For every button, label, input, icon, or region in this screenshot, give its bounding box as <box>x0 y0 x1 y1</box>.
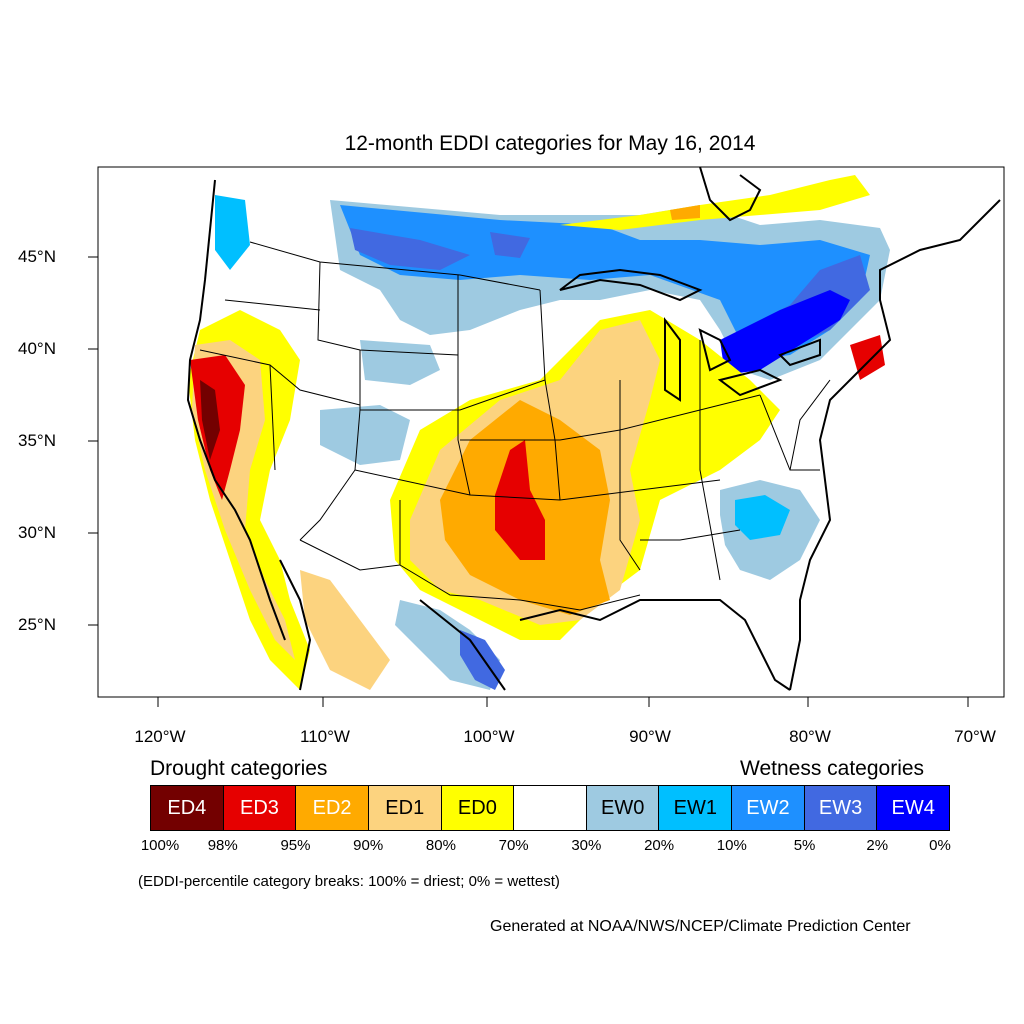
percentile-label: 5% <box>793 837 816 854</box>
wet-region-west <box>320 340 440 465</box>
wet-region-southeast-core <box>735 495 790 540</box>
lon-label-80w: 80°W <box>789 727 831 746</box>
drought-region-canada-ed1 <box>670 205 700 220</box>
legend-category-ed1: ED1 <box>368 786 442 830</box>
map-title: 12-month EDDI categories for May 16, 201… <box>344 132 756 155</box>
drought-categories-heading: Drought categories <box>150 757 328 780</box>
wetness-categories-heading: Wetness categories <box>740 757 925 780</box>
wet-region-north-deep <box>350 228 870 360</box>
lat-label-35n: 35°N <box>18 431 56 450</box>
lat-label-30n: 30°N <box>18 523 56 542</box>
percentile-label: 98% <box>207 837 238 854</box>
legend-category-ew2: EW2 <box>732 786 805 830</box>
legend-category-ed2: ED2 <box>296 786 369 830</box>
drought-region-canada <box>560 175 870 230</box>
percentile-label: 30% <box>571 837 602 854</box>
category-shading <box>188 175 890 690</box>
drought-region-mexico <box>300 570 390 690</box>
coastlines <box>186 167 1001 691</box>
lon-label-120w: 120°W <box>134 727 186 746</box>
legend-category-ew4: EW4 <box>877 786 950 830</box>
lat-label-45n: 45°N <box>18 247 56 266</box>
percentile-label: 10% <box>716 837 747 854</box>
great-lakes-outline <box>559 268 821 402</box>
legend-category-ew1: EW1 <box>659 786 733 830</box>
drought-region-west-ed4 <box>200 380 220 460</box>
gulf-coastline <box>419 599 791 691</box>
percentile-label: 80% <box>425 837 456 854</box>
hudson-bay-outline <box>699 167 762 222</box>
drought-region-south-ed3 <box>495 440 545 560</box>
legend-category-ed0: ED0 <box>441 786 515 830</box>
map-frame <box>97 166 1005 698</box>
lon-label-70w: 70°W <box>954 727 996 746</box>
percentile-label: 2% <box>866 837 889 854</box>
category-note: (EDDI-percentile category breaks: 100% =… <box>138 873 560 890</box>
legend-category-ed4: ED4 <box>151 786 224 830</box>
category-legend: ED4 ED3 ED2 ED1 ED0 EW0 EW1 EW2 EW3 EW4 <box>150 785 950 831</box>
baja-outline <box>279 559 312 691</box>
legend-category-neutral <box>514 786 587 830</box>
wet-region-northeast <box>720 290 850 375</box>
drought-region-ne <box>850 335 885 380</box>
percentile-label: 90% <box>353 837 384 854</box>
percentile-label: 95% <box>280 837 311 854</box>
state-boundaries <box>199 241 831 611</box>
lon-label-110w: 110°W <box>300 727 350 746</box>
lat-label-25n: 25°N <box>18 615 56 634</box>
lon-label-100w: 100°W <box>463 727 515 746</box>
wet-region-pacnw <box>215 195 250 270</box>
legend-category-ed3: ED3 <box>223 786 297 830</box>
legend-category-ew0: EW0 <box>586 786 660 830</box>
atlantic-coastline <box>789 199 1001 691</box>
lon-label-90w: 90°W <box>629 727 671 746</box>
credit-text: Generated at NOAA/NWS/NCEP/Climate Predi… <box>490 918 911 935</box>
pacific-coastline <box>186 179 286 641</box>
percentile-label: 100% <box>140 837 180 854</box>
percentile-label: 70% <box>498 837 529 854</box>
wet-region-north-core <box>340 205 870 360</box>
lat-label-40n: 40°N <box>18 339 56 358</box>
percentile-label: 20% <box>644 837 675 854</box>
axis-ticks <box>88 256 969 707</box>
legend-category-ew3: EW3 <box>804 786 878 830</box>
percentile-label: 0% <box>929 837 951 854</box>
